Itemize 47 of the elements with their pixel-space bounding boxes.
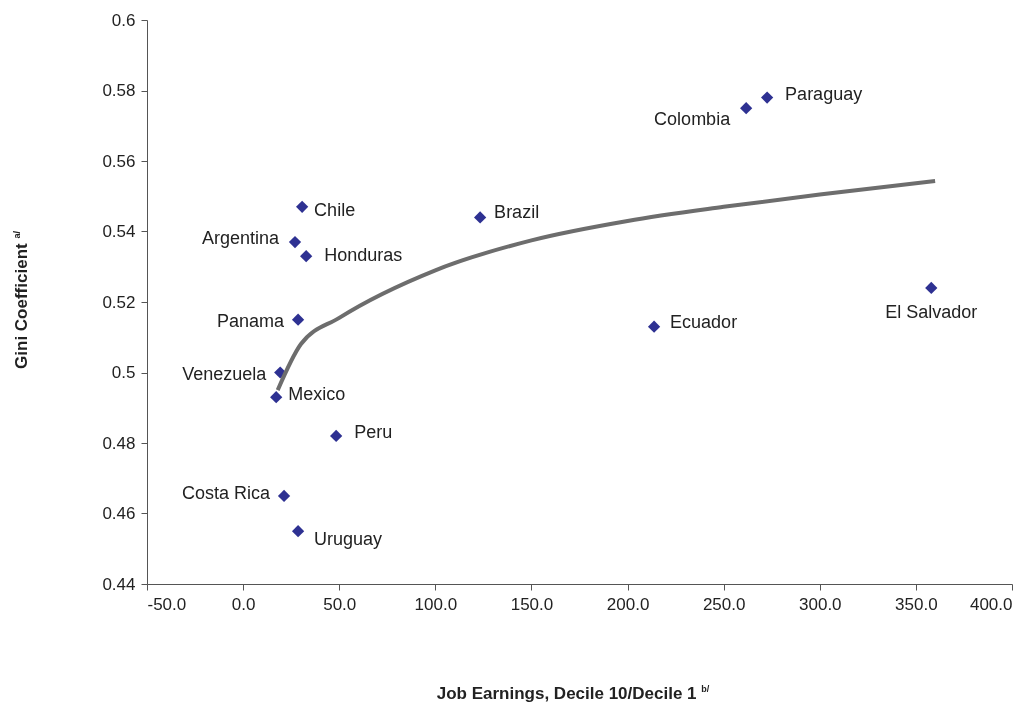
point <box>296 200 309 213</box>
annotation: Colombia <box>654 109 732 130</box>
annotation: Uruguay <box>314 529 383 550</box>
point <box>647 320 661 333</box>
annotation: Panama <box>217 310 286 331</box>
x-tick-label: 300.0 <box>799 594 842 614</box>
x-axis-title: Job Earnings, Decile 10/Decile 1 $^{b/}$ <box>435 684 711 704</box>
point <box>288 235 302 249</box>
point <box>330 429 343 443</box>
annotation: Mexico <box>288 384 346 405</box>
x-tick-label: 250.0 <box>702 594 746 614</box>
y-tick-label: 0.54 <box>102 222 136 241</box>
annotation: Honduras <box>324 245 403 266</box>
y-tick-label: 0.58 <box>102 81 136 100</box>
point <box>760 91 774 104</box>
annotation: Ecuador <box>670 311 738 332</box>
point <box>300 250 313 263</box>
x-tick-label: 0.0 <box>231 594 256 614</box>
point <box>270 391 283 404</box>
x-tick-label: 50.0 <box>323 594 357 614</box>
point <box>925 281 938 295</box>
annotation: Venezuela <box>182 363 268 384</box>
x-tick-label: 100.0 <box>414 594 458 614</box>
point <box>277 489 291 502</box>
y-tick-label: 0.48 <box>102 433 136 453</box>
y-tick-label: 0.46 <box>102 504 136 523</box>
point <box>291 313 305 326</box>
annotation: El Salvador <box>885 301 978 322</box>
annotation: Brazil <box>494 202 540 223</box>
point <box>474 211 487 224</box>
x-tick-label: 350.0 <box>895 594 938 614</box>
y-tick-label: 0.52 <box>102 292 136 312</box>
y-tick-label: 0.5 <box>111 363 136 382</box>
point <box>291 525 305 538</box>
y-tick-label: 0.6 <box>111 10 136 30</box>
x-tick-label: 200.0 <box>606 594 650 614</box>
x-tick-label: 150.0 <box>510 594 554 614</box>
x-tick-label: 400.0 <box>969 594 1013 614</box>
annotation: Argentina <box>201 228 280 249</box>
annotation: Costa Rica <box>182 482 272 503</box>
annotation: Paraguay <box>785 83 863 104</box>
y-tick-label: 0.44 <box>102 574 136 594</box>
x-tick-label: -50.0 <box>147 594 187 614</box>
annotation: Peru <box>354 421 393 442</box>
y-tick-label: 0.56 <box>102 151 136 171</box>
point <box>740 102 753 115</box>
annotation: Chile <box>314 199 356 220</box>
